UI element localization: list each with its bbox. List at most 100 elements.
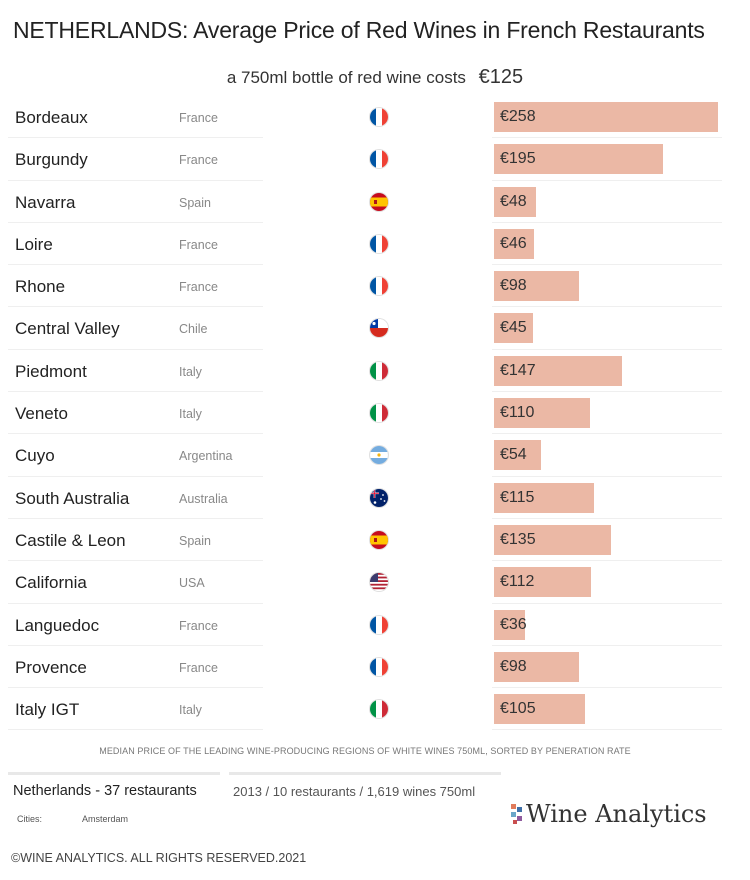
market-label: Netherlands - 37 restaurants [13, 783, 197, 799]
country-label: France [179, 237, 218, 252]
row-divider [492, 560, 722, 562]
row-divider [492, 644, 722, 646]
price-label: €98 [500, 657, 527, 675]
price-bar [494, 271, 579, 302]
price-bar [494, 524, 611, 555]
wine-analytics-logo-icon [511, 804, 522, 824]
italy-flag-icon [370, 404, 388, 423]
price-label: €135 [500, 530, 536, 548]
average-price-summary: a 750ml bottle of red wine costs €125 [0, 66, 750, 89]
row-divider [8, 433, 263, 435]
row-divider [8, 475, 263, 477]
market-divider [8, 772, 220, 775]
price-bar [494, 313, 533, 344]
price-label: €195 [500, 150, 536, 168]
country-label: Chile [179, 322, 208, 337]
row-divider [8, 348, 263, 350]
row-divider [492, 264, 722, 266]
chart-row: Burgundy France €195 [8, 138, 722, 181]
price-label: €110 [500, 404, 535, 422]
brand-name: Wine Analytics [526, 800, 707, 828]
region-label: Italy IGT [15, 700, 80, 720]
row-divider [492, 475, 722, 477]
price-label: €105 [500, 700, 536, 718]
chile-flag-icon [370, 319, 388, 338]
country-label: France [179, 660, 218, 675]
wine-price-chart: Bordeaux France €258 Burgundy France €195 Nava… [8, 96, 722, 731]
row-divider [492, 517, 722, 519]
region-label: Languedoc [15, 615, 100, 635]
cities-value: Amsterdam [82, 814, 129, 824]
row-divider [8, 644, 263, 646]
row-divider [8, 221, 263, 223]
country-label: France [179, 618, 218, 633]
price-label: €48 [500, 192, 527, 210]
france-flag-icon [370, 108, 388, 126]
country-label: Argentina [179, 449, 233, 464]
country-label: Australia [179, 491, 228, 506]
row-divider [492, 179, 722, 181]
france-flag-icon [370, 234, 388, 253]
row-divider [8, 179, 263, 181]
italy-flag-icon [370, 361, 388, 380]
sample-size-label: 2013 / 10 restaurants / 1,619 wines 750m… [233, 784, 476, 799]
country-label: Spain [179, 533, 211, 548]
region-label: Rhone [15, 277, 66, 297]
row-divider [492, 221, 722, 223]
spain-flag-icon [370, 192, 388, 211]
chart-row: Central Valley Chile €45 [8, 307, 722, 350]
price-bar [494, 482, 594, 513]
price-bar [494, 398, 590, 429]
spain-flag-icon [370, 530, 388, 549]
price-bar [494, 144, 663, 175]
country-label: Italy [179, 407, 202, 422]
country-label: Italy [179, 364, 202, 379]
chart-row: California USA €112 [8, 561, 722, 604]
region-label: California [15, 573, 87, 593]
france-flag-icon [370, 277, 388, 296]
argentina-flag-icon [370, 446, 388, 465]
chart-row: Navarra Spain €48 [8, 181, 722, 223]
region-label: Veneto [15, 404, 68, 424]
price-bar [494, 355, 622, 386]
copyright: ©WINE ANALYTICS. ALL RIGHTS RESERVED.202… [11, 851, 307, 865]
price-bar [494, 440, 541, 471]
country-label: France [179, 111, 218, 125]
price-label: €258 [500, 108, 536, 125]
italy-flag-icon [370, 700, 388, 719]
row-divider [492, 433, 722, 435]
price-label: €115 [500, 488, 535, 506]
chart-footnote: MEDIAN PRICE OF THE LEADING WINE-PRODUCI… [99, 746, 631, 756]
france-flag-icon [370, 615, 388, 634]
chart-row: Piedmont Italy €147 [8, 350, 722, 393]
country-label: France [179, 280, 218, 295]
row-divider [8, 602, 263, 604]
cities-label: Cities: [17, 814, 43, 824]
region-label: Provence [15, 657, 87, 677]
country-label: Italy [179, 703, 202, 718]
row-divider [8, 560, 263, 562]
price-bar [494, 609, 525, 640]
region-label: Cuyo [15, 446, 55, 466]
page-title: NETHERLANDS: Average Price of Red Wines … [13, 17, 705, 43]
row-divider [8, 729, 263, 731]
chart-row: Italy IGT Italy €105 [8, 688, 722, 731]
row-divider [8, 306, 263, 308]
row-divider [8, 391, 263, 393]
price-label: €36 [500, 615, 527, 633]
region-label: Bordeaux [15, 108, 88, 127]
row-divider [8, 264, 263, 266]
row-divider [492, 602, 722, 604]
region-label: Navarra [15, 192, 76, 212]
row-divider [8, 137, 263, 139]
price-label: €54 [500, 446, 527, 464]
region-label: Central Valley [15, 319, 120, 339]
region-label: Piedmont [15, 361, 87, 381]
row-divider [8, 687, 263, 689]
chart-row: South Australia Australia €115 [8, 477, 722, 519]
region-label: Burgundy [15, 150, 88, 170]
price-label: €46 [500, 234, 527, 252]
price-bar [494, 694, 585, 725]
chart-row: Veneto Italy €110 [8, 392, 722, 435]
australia-flag-icon [370, 488, 388, 507]
